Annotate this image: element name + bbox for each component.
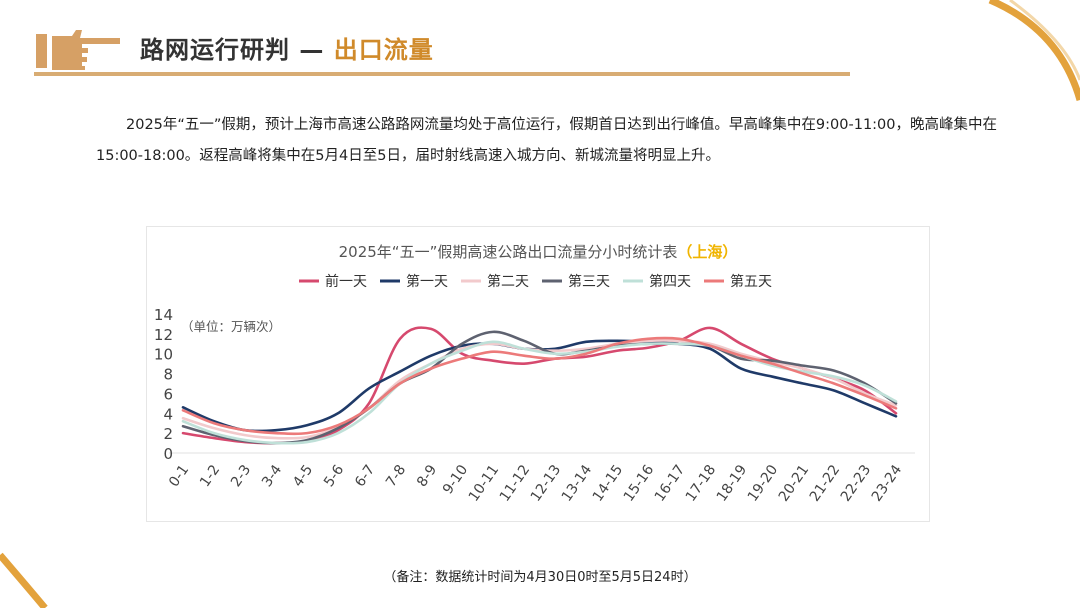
title-divider	[34, 72, 850, 76]
chart-title-accent: （上海）	[677, 243, 737, 261]
x-tick-label: 10-11	[466, 462, 502, 505]
y-tick-label: 0	[163, 445, 173, 463]
x-tick-label: 23-24	[869, 462, 905, 505]
title-accent: 出口流量	[333, 36, 434, 64]
x-tick-label: 2-3	[228, 462, 254, 490]
page-title: 路网运行研判 — 出口流量	[140, 30, 434, 65]
x-tick-label: 9-10	[440, 462, 471, 497]
series-line-6	[181, 336, 898, 436]
series-line-3	[181, 339, 898, 440]
legend-label: 第三天	[568, 273, 610, 290]
x-tick-label: 18-19	[714, 462, 750, 505]
legend-label: 第二天	[487, 273, 529, 290]
line-chart: 2025年“五一”假期高速公路出口流量分小时统计表（上海） 前一天 第一天 第二天 第三…	[154, 243, 915, 505]
y-tick-label: 14	[154, 306, 173, 324]
unit-label: （单位：万辆次）	[181, 319, 281, 334]
chart-container: 2025年“五一”假期高速公路出口流量分小时统计表（上海） 前一天 第一天 第二天 第三…	[146, 226, 930, 522]
x-tick-label: 1-2	[197, 462, 223, 490]
x-tick-label: 5-6	[321, 462, 347, 490]
x-tick-label: 12-13	[528, 462, 564, 505]
x-tick-label: 0-1	[166, 462, 192, 490]
pointing-hand-icon	[36, 30, 120, 70]
y-tick-label: 10	[154, 346, 173, 364]
footnote: （备注：数据统计时间为4月30日0时至5月5日24时）	[383, 570, 697, 585]
x-tick-label: 4-5	[290, 462, 316, 490]
y-tick-label: 8	[163, 366, 173, 384]
series-line-1	[181, 326, 898, 445]
series-line-2	[181, 339, 898, 433]
legend-label: 第五天	[730, 273, 772, 290]
x-tick-label: 8-9	[414, 462, 440, 490]
x-tick-label: 16-17	[652, 462, 688, 505]
series-line-4	[181, 330, 898, 445]
title-main: 路网运行研判 —	[140, 36, 325, 64]
legend-label: 前一天	[325, 273, 367, 290]
x-tick-label: 15-16	[621, 462, 657, 505]
x-tick-label: 14-15	[590, 462, 626, 505]
legend-label: 第一天	[406, 273, 448, 290]
y-tick-label: 2	[163, 425, 173, 443]
summary-paragraph: 2025年“五一”假期，预计上海市高速公路路网流量均处于高位运行，假期首日达到出…	[96, 117, 998, 164]
chart-title: 2025年“五一”假期高速公路出口流量分小时统计表（上海）	[339, 243, 738, 261]
chart-title-main: 2025年“五一”假期高速公路出口流量分小时统计表	[339, 243, 678, 261]
x-tick-label: 22-23	[838, 462, 874, 505]
x-tick-label: 19-20	[745, 462, 781, 505]
x-tick-label: 13-14	[559, 462, 595, 505]
x-tick-label: 3-4	[259, 462, 285, 490]
y-tick-label: 4	[163, 405, 173, 423]
legend-label: 第四天	[649, 273, 691, 290]
x-tick-label: 11-12	[497, 462, 533, 505]
x-tick-label: 21-22	[807, 462, 843, 505]
x-tick-label: 17-18	[683, 462, 719, 505]
y-tick-label: 12	[154, 326, 173, 344]
y-tick-label: 6	[163, 385, 173, 403]
series-line-5	[181, 340, 898, 445]
x-tick-label: 7-8	[383, 462, 409, 490]
x-tick-label: 6-7	[352, 462, 378, 490]
x-tick-label: 20-21	[776, 462, 812, 505]
